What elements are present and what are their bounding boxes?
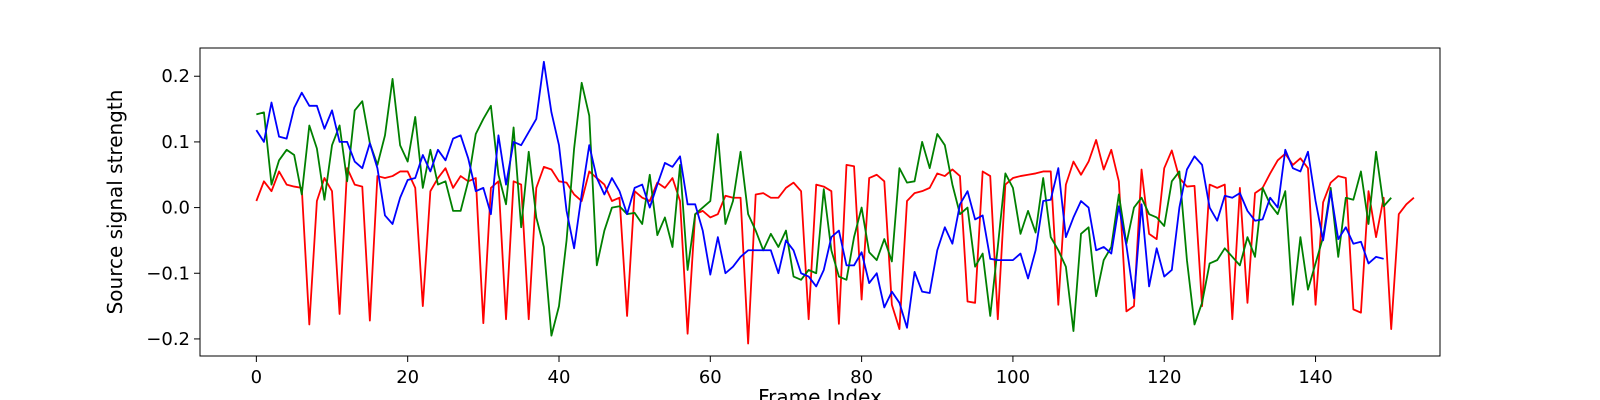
y-tick-label: 0.0 xyxy=(161,198,190,219)
x-tick-label: 140 xyxy=(1298,367,1332,388)
y-tick-label: 0.1 xyxy=(161,132,190,153)
x-tick-label: 0 xyxy=(251,367,262,388)
series-line-2 xyxy=(256,77,1392,337)
series-layer xyxy=(255,60,1415,345)
y-tick-label: −0.1 xyxy=(146,263,190,284)
x-tick-label: 20 xyxy=(396,367,419,388)
x-axis: 0 20 40 60 80 100 120 140 xyxy=(251,356,1333,388)
series-line-1 xyxy=(255,139,1415,345)
y-tick-label: 0.2 xyxy=(161,66,190,87)
x-axis-label: Frame Index xyxy=(758,385,882,400)
x-tick-label: 60 xyxy=(699,367,722,388)
y-axis: −0.2 −0.1 0.0 0.1 0.2 xyxy=(146,66,200,350)
y-axis-label: Source signal strength xyxy=(103,90,127,315)
plot-area-frame xyxy=(199,47,1441,357)
y-tick-label: −0.2 xyxy=(146,329,190,350)
x-tick-label: 120 xyxy=(1147,367,1181,388)
x-tick-label: 80 xyxy=(850,367,873,388)
x-tick-label: 100 xyxy=(996,367,1030,388)
series-line-3 xyxy=(255,60,1384,329)
x-tick-label: 40 xyxy=(548,367,571,388)
